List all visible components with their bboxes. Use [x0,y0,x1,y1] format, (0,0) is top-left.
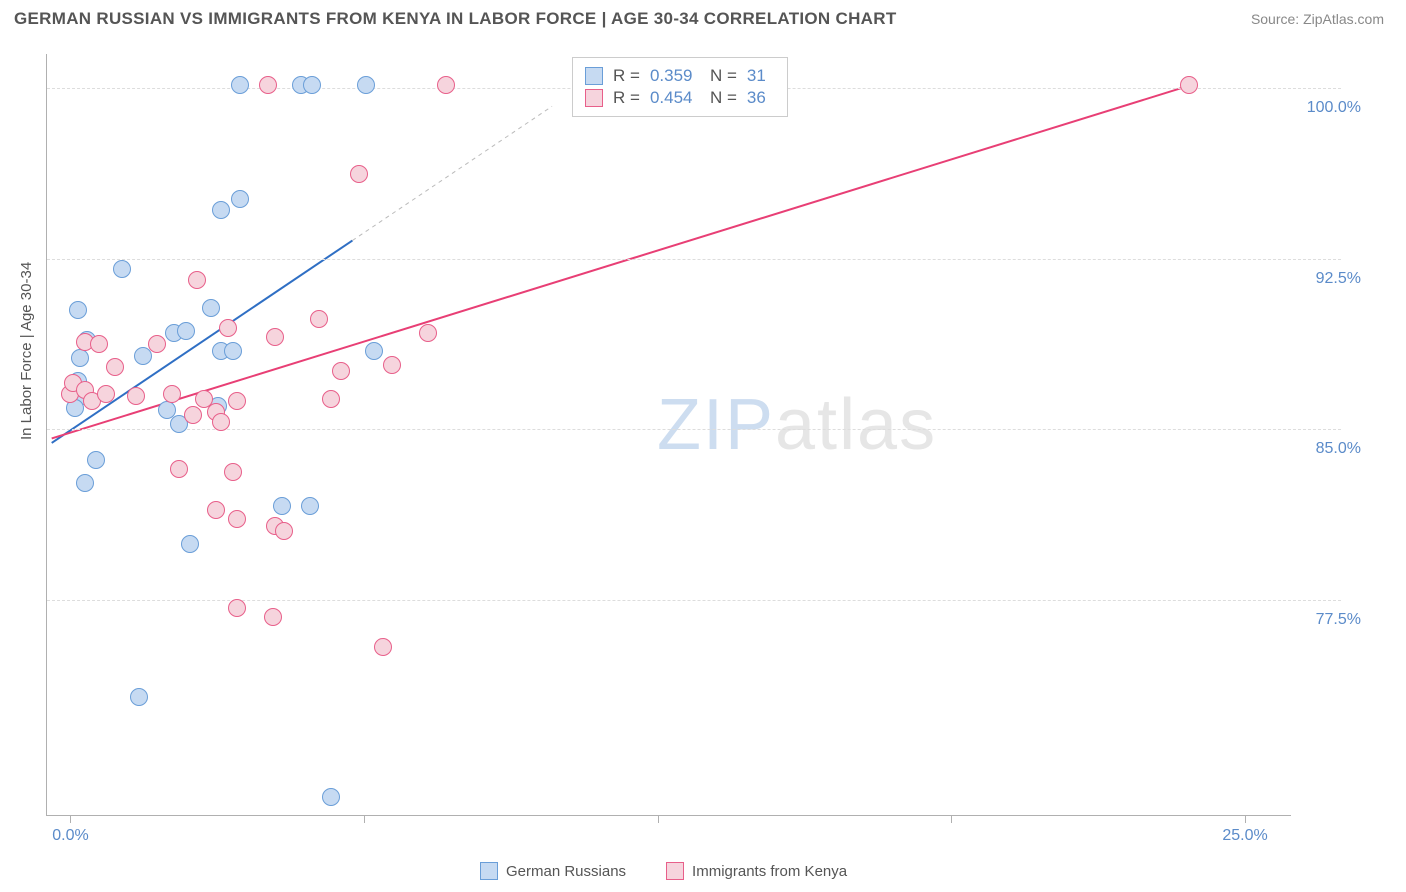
data-point [181,535,199,553]
x-minor-tick [658,815,659,823]
data-point [76,474,94,492]
data-point [275,522,293,540]
data-point [219,319,237,337]
legend-label: German Russians [506,863,626,880]
n-value: 31 [747,66,775,86]
chart-title: GERMAN RUSSIAN VS IMMIGRANTS FROM KENYA … [14,9,897,29]
gridline [47,429,1341,430]
data-point [106,358,124,376]
y-tick-label: 92.5% [1316,270,1361,288]
data-point [113,260,131,278]
legend-item-german-russians: German Russians [480,862,626,880]
y-tick-label: 77.5% [1316,611,1361,629]
data-point [207,501,225,519]
data-point [1180,76,1198,94]
n-value: 36 [747,88,775,108]
data-point [303,76,321,94]
data-point [130,688,148,706]
r-label: R = [613,88,640,108]
r-label: R = [613,66,640,86]
data-point [419,324,437,342]
data-point [127,387,145,405]
data-point [163,385,181,403]
data-point [231,76,249,94]
legend-label: Immigrants from Kenya [692,863,847,880]
data-point [374,638,392,656]
data-point [188,271,206,289]
data-point [350,165,368,183]
watermark: ZIPatlas [657,384,937,466]
y-tick-label: 100.0% [1307,99,1361,117]
y-tick-label: 85.0% [1316,440,1361,458]
data-point [231,190,249,208]
x-tick-label: 25.0% [1222,827,1267,845]
data-point [148,335,166,353]
data-point [273,497,291,515]
y-axis-label: In Labor Force | Age 30-34 [18,262,35,440]
data-point [322,390,340,408]
data-point [177,322,195,340]
data-point [212,413,230,431]
x-tick [1245,815,1246,823]
stats-swatch-icon [585,89,603,107]
data-point [224,463,242,481]
source-label: Source: ZipAtlas.com [1251,11,1384,27]
data-point [212,201,230,219]
data-point [357,76,375,94]
data-point [228,392,246,410]
data-point [259,76,277,94]
data-point [310,310,328,328]
stats-row: R = 0.359 N = 31 [585,66,775,86]
data-point [322,788,340,806]
stats-row: R = 0.454 N = 36 [585,88,775,108]
legend-item-immigrants-kenya: Immigrants from Kenya [666,862,847,880]
data-point [228,599,246,617]
legend-swatch-icon [480,862,498,880]
data-point [264,608,282,626]
data-point [332,362,350,380]
legend-swatch-icon [666,862,684,880]
data-point [228,510,246,528]
data-point [69,301,87,319]
data-point [437,76,455,94]
data-point [90,335,108,353]
data-point [301,497,319,515]
x-minor-tick [364,815,365,823]
data-point [383,356,401,374]
r-value: 0.454 [650,88,700,108]
data-point [71,349,89,367]
data-point [266,328,284,346]
n-label: N = [710,66,737,86]
n-label: N = [710,88,737,108]
data-point [87,451,105,469]
x-tick [70,815,71,823]
data-point [97,385,115,403]
x-tick-label: 0.0% [52,827,88,845]
data-point [224,342,242,360]
gridline [47,259,1341,260]
data-point [365,342,383,360]
header: GERMAN RUSSIAN VS IMMIGRANTS FROM KENYA … [0,0,1406,38]
legend: German Russians Immigrants from Kenya [480,862,847,880]
r-value: 0.359 [650,66,700,86]
x-minor-tick [951,815,952,823]
data-point [170,460,188,478]
stats-swatch-icon [585,67,603,85]
data-point [202,299,220,317]
plot-area: ZIPatlas 77.5%85.0%92.5%100.0%0.0%25.0%R… [46,54,1291,816]
trend-lines [47,54,1291,815]
data-point [184,406,202,424]
stats-box: R = 0.359 N = 31 R = 0.454 N = 36 [572,57,788,117]
